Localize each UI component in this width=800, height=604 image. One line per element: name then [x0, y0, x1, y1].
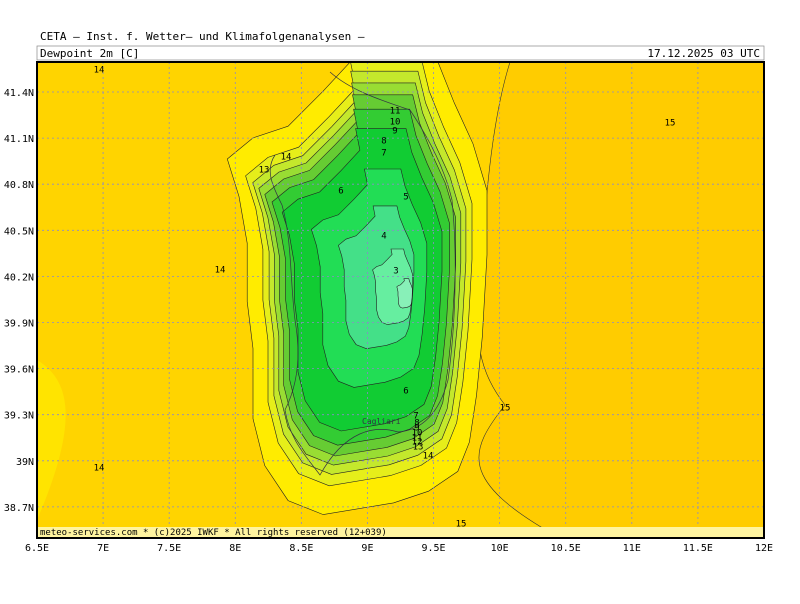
y-tick-label: 39.9N: [4, 319, 34, 330]
contour-label: 14: [281, 153, 292, 163]
contour-label: 15: [500, 404, 511, 414]
contour-label: 7: [381, 149, 386, 159]
contour-label: 9: [392, 127, 397, 137]
valid-time: 17.12.2025 03 UTC: [647, 47, 760, 60]
dewpoint-band: [396, 278, 413, 309]
contour-label: 6: [338, 187, 343, 197]
footer-text: meteo-services.com * (c)2025 IWKF * All …: [40, 528, 387, 538]
contour-label: 4: [381, 232, 386, 242]
contour-label: 14: [423, 452, 434, 462]
contour-label: 14: [215, 266, 226, 276]
x-tick-label: 10.5E: [551, 543, 581, 554]
x-tick-label: 9E: [361, 543, 373, 554]
plot-area: [37, 62, 764, 538]
x-tick-label: 9.5E: [421, 543, 445, 554]
footer-band: [38, 527, 763, 537]
y-tick-label: 41.1N: [4, 134, 34, 145]
x-tick-label: 10E: [491, 543, 509, 554]
y-tick-label: 40.5N: [4, 226, 34, 237]
x-tick-label: 8E: [229, 543, 241, 554]
contour-label: 11: [412, 434, 423, 444]
x-tick-label: 11E: [623, 543, 641, 554]
contour-label: 5: [403, 193, 408, 203]
contour-label: 12: [412, 438, 423, 448]
contour-label: 7: [413, 412, 418, 422]
header-title: CETA – Inst. f. Wetter– und Klimafolgena…: [40, 30, 365, 43]
y-tick-label: 38.7N: [4, 503, 34, 514]
y-tick-label: 40.8N: [4, 180, 34, 191]
x-tick-label: 6.5E: [25, 543, 49, 554]
x-tick-label: 12E: [755, 543, 773, 554]
contour-label: 10: [412, 429, 423, 439]
contour-label: 14: [94, 464, 105, 474]
field-band-left: [37, 360, 66, 520]
contour-label: 6: [403, 387, 408, 397]
contour-label: 8: [414, 419, 419, 429]
x-tick-label: 8.5E: [289, 543, 313, 554]
x-tick-label: 11.5E: [683, 543, 713, 554]
y-tick-label: 39N: [16, 457, 34, 468]
place-label: Cagliari: [362, 417, 401, 426]
contour-label: 11: [390, 107, 401, 117]
coastline: [269, 71, 456, 476]
contour-label: 15: [456, 520, 467, 530]
contour-label: 14: [94, 66, 105, 76]
contour-label: 15: [665, 119, 676, 129]
contour-label: 3: [393, 267, 398, 277]
header-box: [36, 45, 765, 61]
contour-label: 8: [381, 137, 386, 147]
x-tick-label: 7E: [97, 543, 109, 554]
contour-label: 13: [259, 166, 270, 176]
y-tick-label: 41.4N: [4, 88, 34, 99]
field-name: Dewpoint 2m [C]: [40, 47, 139, 60]
y-tick-label: 39.3N: [4, 411, 34, 422]
y-tick-label: 40.2N: [4, 272, 34, 283]
contour-label: 10: [390, 118, 401, 128]
plot-frame: [36, 61, 765, 539]
contour-label: 9: [414, 424, 419, 434]
x-tick-label: 7.5E: [157, 543, 181, 554]
contour-label: 13: [413, 443, 424, 453]
y-tick-label: 39.6N: [4, 365, 34, 376]
